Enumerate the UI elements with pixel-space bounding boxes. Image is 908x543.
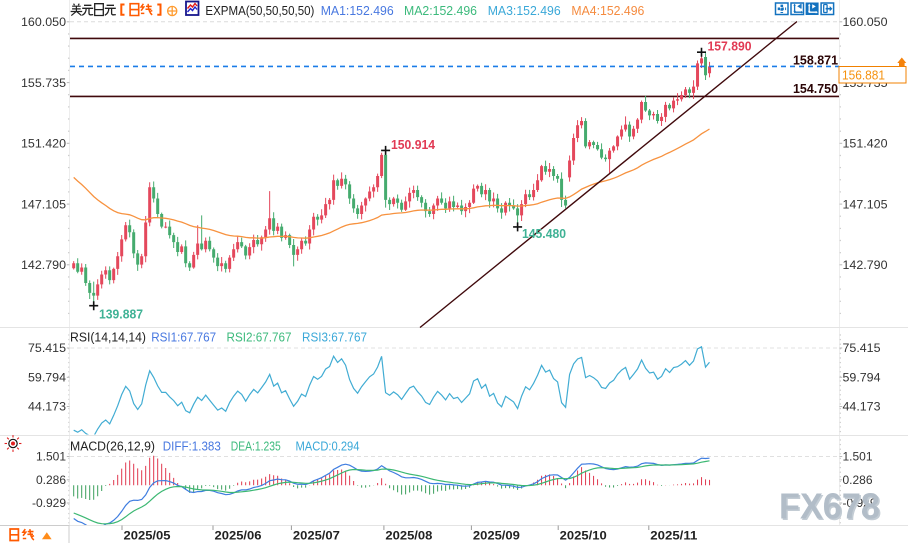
- svg-text:2025/07: 2025/07: [293, 529, 340, 543]
- svg-text:75.415: 75.415: [843, 341, 881, 355]
- svg-text:2025/11: 2025/11: [650, 529, 697, 543]
- svg-text:MA1:152.496: MA1:152.496: [321, 3, 394, 18]
- svg-text:MA3:152.496: MA3:152.496: [488, 3, 561, 18]
- svg-text:158.871: 158.871: [793, 54, 838, 68]
- svg-text:2025/09: 2025/09: [473, 529, 520, 543]
- svg-text:150.914: 150.914: [391, 138, 435, 152]
- svg-text:2025/05: 2025/05: [124, 529, 171, 543]
- svg-text:DIFF:1.383: DIFF:1.383: [163, 439, 221, 454]
- svg-text:59.794: 59.794: [843, 371, 881, 385]
- svg-text:MACD:0.294: MACD:0.294: [296, 439, 360, 454]
- svg-text:0.286: 0.286: [843, 473, 873, 487]
- svg-text:75.415: 75.415: [28, 341, 66, 355]
- svg-text:156.881: 156.881: [842, 69, 885, 83]
- svg-text:160.050: 160.050: [21, 15, 66, 29]
- svg-text:2025/06: 2025/06: [215, 529, 262, 543]
- svg-text:MA2:152.496: MA2:152.496: [404, 3, 477, 18]
- svg-text:139.887: 139.887: [99, 308, 143, 322]
- svg-text:-0.929: -0.929: [32, 496, 66, 510]
- svg-text:44.173: 44.173: [843, 400, 881, 414]
- svg-text:44.173: 44.173: [28, 400, 66, 414]
- svg-text:2025/10: 2025/10: [560, 529, 607, 543]
- svg-text:-0.929: -0.929: [843, 496, 877, 510]
- svg-text:151.420: 151.420: [843, 137, 888, 151]
- svg-text:142.790: 142.790: [21, 258, 66, 272]
- svg-text:RSI2:67.767: RSI2:67.767: [227, 330, 292, 345]
- svg-text:2025/08: 2025/08: [385, 529, 432, 543]
- svg-text:142.790: 142.790: [843, 258, 888, 272]
- svg-text:RSI1:67.767: RSI1:67.767: [151, 330, 216, 345]
- svg-text:155.735: 155.735: [21, 76, 66, 90]
- svg-text:157.890: 157.890: [708, 40, 752, 54]
- svg-text:151.420: 151.420: [21, 137, 66, 151]
- svg-text:FX678: FX678: [779, 486, 880, 527]
- svg-text:59.794: 59.794: [28, 371, 66, 385]
- svg-text:FX678: FX678: [781, 487, 882, 528]
- svg-text:MACD(26,12,9): MACD(26,12,9): [70, 439, 155, 454]
- svg-text:160.050: 160.050: [843, 15, 888, 29]
- svg-text:147.105: 147.105: [843, 197, 888, 211]
- svg-text:147.105: 147.105: [21, 197, 66, 211]
- svg-text:145.480: 145.480: [522, 227, 566, 241]
- svg-text:EXPMA(50,50,50,50): EXPMA(50,50,50,50): [205, 3, 314, 18]
- svg-text:MA4:152.496: MA4:152.496: [571, 3, 644, 18]
- svg-text:RSI(14,14,14): RSI(14,14,14): [70, 330, 146, 345]
- svg-text:RSI3:67.767: RSI3:67.767: [302, 330, 367, 345]
- svg-text:DEA:1.235: DEA:1.235: [231, 439, 281, 454]
- svg-text:154.750: 154.750: [793, 82, 838, 96]
- svg-text:0.286: 0.286: [36, 473, 66, 487]
- svg-text:1.501: 1.501: [36, 450, 66, 464]
- svg-text:1.501: 1.501: [843, 450, 873, 464]
